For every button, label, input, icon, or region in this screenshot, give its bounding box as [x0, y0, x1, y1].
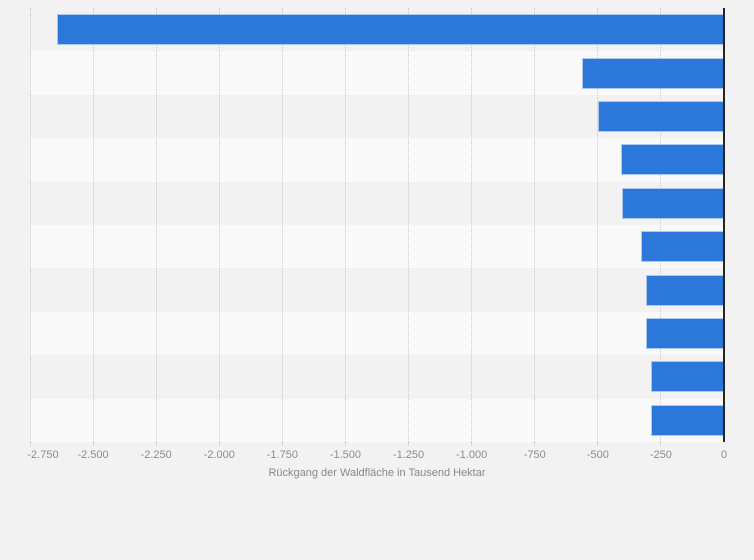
- bar[interactable]: [598, 101, 724, 132]
- bar[interactable]: [645, 274, 724, 306]
- bar[interactable]: [645, 318, 724, 349]
- x-axis-tick-label: -1.500: [329, 449, 362, 461]
- bar[interactable]: [650, 361, 724, 393]
- gridline: [597, 8, 599, 442]
- x-axis-tick: [281, 442, 283, 446]
- x-axis-tick: [408, 442, 410, 446]
- x-axis-tick-label: -2.500: [77, 449, 109, 461]
- x-axis-tick: [92, 442, 94, 446]
- x-axis-tick-label: -1.250: [392, 449, 425, 461]
- bar[interactable]: [641, 231, 724, 263]
- gridline: [408, 8, 410, 442]
- bar[interactable]: [57, 14, 724, 46]
- gridline: [471, 8, 473, 442]
- gridline: [29, 8, 31, 442]
- row-band: [30, 311, 724, 356]
- row-band: [30, 355, 724, 399]
- bar[interactable]: [620, 144, 724, 176]
- gridline: [155, 8, 157, 442]
- bar[interactable]: [582, 57, 724, 89]
- gridline: [660, 8, 662, 442]
- x-axis-tick: [29, 442, 31, 446]
- x-axis-tick: [471, 442, 473, 446]
- row-band: [30, 268, 724, 312]
- x-axis-tick-label: -2.000: [203, 449, 235, 461]
- row-band: [30, 225, 724, 269]
- x-axis-tick: [344, 442, 346, 446]
- x-axis-title: Rückgang der Waldfläche in Tausend Hekta…: [268, 467, 486, 479]
- x-axis-tick: [660, 442, 662, 446]
- gridline: [281, 8, 283, 442]
- plot-area: [29, 8, 725, 442]
- x-axis-tick-label: -2.250: [140, 449, 172, 461]
- x-axis-tick-label: -2.750: [27, 449, 59, 461]
- bar[interactable]: [622, 187, 724, 219]
- gridline: [534, 8, 536, 442]
- bar[interactable]: [651, 404, 724, 436]
- x-axis-tick: [597, 442, 599, 446]
- zero-axis-line: [723, 8, 725, 442]
- row-band: [30, 181, 724, 225]
- x-axis-tick: [534, 442, 536, 446]
- x-axis-tick-label: -1.000: [456, 449, 488, 461]
- row-band: [30, 398, 724, 442]
- x-axis-tick-label: -1.750: [266, 449, 298, 461]
- gridline: [218, 8, 220, 442]
- gridline: [344, 8, 346, 442]
- x-axis-tick-label: -750: [523, 449, 546, 461]
- row-band: [30, 138, 724, 182]
- x-axis-tick-label: -250: [649, 449, 672, 461]
- x-axis-tick-label: -500: [586, 449, 609, 461]
- gridline: [92, 8, 94, 442]
- x-axis-tick: [155, 442, 157, 446]
- x-axis-tick-label: 0: [720, 449, 728, 461]
- x-axis-tick: [218, 442, 220, 446]
